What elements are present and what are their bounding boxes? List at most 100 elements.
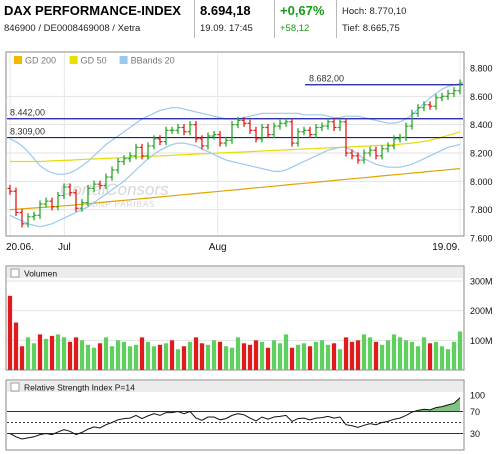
price-panel: CortalConsors BNP PARIBAS GD 200 GD 50 BBa… <box>5 51 493 253</box>
volume-bar <box>385 340 391 370</box>
price-tick-label: 7.600 <box>470 234 493 244</box>
volume-bar <box>145 341 151 370</box>
legend-swatch <box>14 56 22 64</box>
volume-bar <box>241 343 247 370</box>
volume-bar <box>7 295 13 370</box>
price-tick-label: 8.600 <box>470 92 493 102</box>
volume-bar <box>121 341 127 370</box>
volume-bar <box>361 334 367 370</box>
volume-panel: Volumen 300M 200M 100M <box>5 265 493 371</box>
high-low-block: Hoch: 8.770,10 Tief: 8.665,75 <box>342 5 492 39</box>
volume-bar <box>139 337 145 370</box>
volume-bar <box>445 349 451 370</box>
volume-bar <box>355 340 361 370</box>
reference-levels: 8.682,00 8.442,00 8.309,00 <box>7 74 463 139</box>
last-price: 8.694,18 <box>200 3 251 18</box>
volume-bar <box>265 347 271 370</box>
volume-bar <box>193 337 199 370</box>
rsi-line-group <box>9 397 461 440</box>
volume-bar <box>127 346 133 370</box>
volume-bar <box>103 337 109 370</box>
volume-bar <box>151 346 157 370</box>
price-tick-label: 8.200 <box>470 149 493 159</box>
volume-bar <box>313 341 319 370</box>
instrument-title: DAX PERFORMANCE-INDEX <box>4 3 181 18</box>
rsi-toggle-icon[interactable] <box>10 382 20 392</box>
volume-bar <box>85 344 91 370</box>
volume-bar <box>349 341 355 370</box>
legend-label: BBands 20 <box>131 56 175 66</box>
volume-toggle-icon[interactable] <box>10 268 20 278</box>
volume-bar <box>19 346 25 370</box>
price-plot-frame <box>5 51 465 237</box>
indicator-line <box>9 168 461 211</box>
reference-level-label: 8.309,00 <box>10 127 45 137</box>
volume-bar <box>79 340 85 370</box>
volume-bar <box>331 343 337 370</box>
change-absolute: +58,12 <box>280 23 310 34</box>
price-tick-label: 7.800 <box>470 205 493 215</box>
volume-tick-label: 100M <box>470 336 493 346</box>
volume-bar <box>289 347 295 370</box>
volume-bar <box>115 340 121 370</box>
rsi-tick-label: 70 <box>470 407 480 417</box>
date-tick-label: Aug <box>209 242 227 253</box>
rsi-reference-lines <box>7 411 463 434</box>
volume-bar <box>205 344 211 370</box>
volume-bar <box>367 337 373 370</box>
watermark: CortalConsors BNP PARIBAS <box>60 180 169 209</box>
indicator-line <box>9 142 461 228</box>
volume-bar <box>373 341 379 370</box>
volume-bar <box>169 340 175 370</box>
volume-bars <box>7 295 463 370</box>
header-divider <box>194 0 195 38</box>
volume-bar <box>301 343 307 370</box>
volume-bar <box>343 337 349 370</box>
reference-level-label: 8.682,00 <box>309 74 344 84</box>
legend-label: GD 50 <box>81 56 107 66</box>
volume-bar <box>31 343 37 370</box>
price-tick-label: 8.000 <box>470 177 493 187</box>
volume-title: Volumen <box>24 269 57 279</box>
watermark-sub: BNP PARIBAS <box>92 200 156 209</box>
rsi-axis: 100 70 30 <box>470 391 485 440</box>
change-percent: +0,67% <box>280 3 325 18</box>
date-axis: 20.06. Jul Aug 19.09. <box>6 242 460 253</box>
volume-bar <box>49 335 55 370</box>
volume-bar <box>211 340 217 370</box>
volume-bar <box>43 338 49 370</box>
price-tick-label: 8.800 <box>470 64 493 74</box>
volume-bar <box>379 344 385 370</box>
legend-swatch <box>69 56 78 64</box>
volume-bar <box>439 346 445 370</box>
volume-bar <box>157 344 163 370</box>
volume-bar <box>187 341 193 370</box>
volume-bar <box>91 347 97 370</box>
volume-bar <box>109 346 115 370</box>
price-axis: 8.800 8.600 8.400 8.200 8.000 7.800 7.600 <box>470 64 493 244</box>
date-tick-label: Jul <box>58 242 71 253</box>
volume-title-bar <box>7 267 463 278</box>
volume-bar <box>391 334 397 370</box>
volume-bar <box>457 331 463 370</box>
volume-bar <box>97 343 103 370</box>
volume-bar <box>55 334 61 370</box>
volume-bar <box>307 346 313 370</box>
date-tick-label: 20.06. <box>6 242 34 253</box>
day-low: Tief: 8.665,75 <box>342 23 400 34</box>
rsi-tick-label: 30 <box>470 429 480 439</box>
reference-level-label: 8.442,00 <box>10 108 45 118</box>
volume-bar <box>427 343 433 370</box>
volume-bar <box>253 340 259 370</box>
volume-bar <box>25 337 31 370</box>
volume-bar <box>181 346 187 370</box>
instrument-id-line: 846900 / DE0008469008 / Xetra <box>4 23 141 34</box>
volume-bar <box>163 343 169 370</box>
volume-bar <box>277 343 283 370</box>
rsi-line <box>9 397 461 440</box>
price-block: 8.694,18 19.09. 17:45 <box>200 3 270 36</box>
volume-bar <box>235 337 241 370</box>
volume-bar <box>397 337 403 370</box>
price-bars <box>7 79 463 228</box>
